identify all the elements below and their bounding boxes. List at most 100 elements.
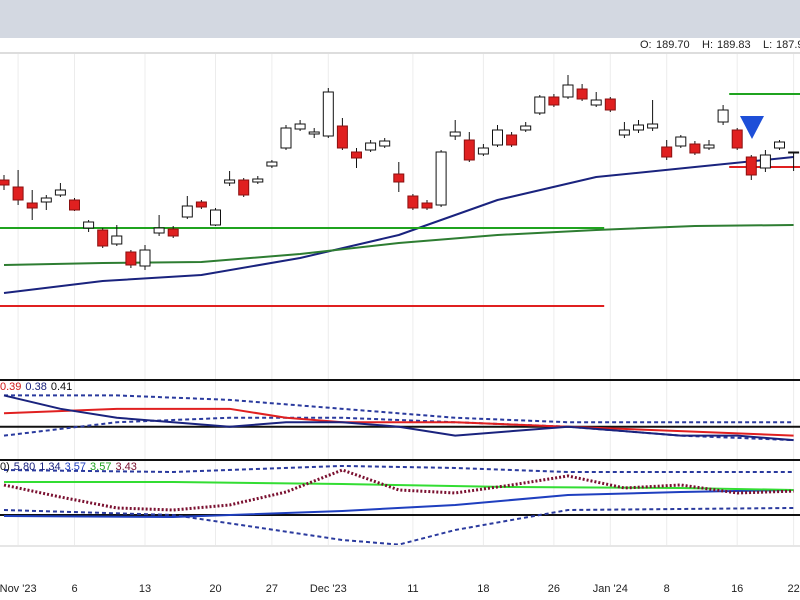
candle-body [195, 201, 207, 208]
x-tick-label: 27 [266, 583, 278, 595]
candle-body [576, 88, 588, 100]
high-value: 189.83 [717, 39, 751, 51]
candle-body [435, 151, 447, 206]
candle-body [210, 209, 221, 226]
x-tick-label: 18 [477, 583, 489, 595]
candle-body [69, 199, 80, 211]
candle-body [365, 142, 377, 151]
legend-value: 0.38 [25, 381, 46, 393]
low-value: 187.9 [776, 39, 800, 51]
candle-body [689, 143, 701, 154]
top-bar [0, 0, 800, 38]
candle-body [224, 179, 236, 184]
x-tick-label: 22 [787, 583, 799, 595]
candle-body [604, 98, 616, 111]
x-tick-label: Nov '23 [0, 583, 37, 595]
x-tick-label: 11 [407, 583, 418, 595]
candle-body [534, 96, 546, 114]
candle-body [661, 146, 673, 158]
moving-average [3, 156, 794, 294]
legend-value: 3.57 [90, 461, 111, 473]
ohlc-header: O: 189.70 H: 189.83 L: 187.9 [640, 39, 800, 51]
candle-body [111, 235, 123, 245]
candle-body [266, 161, 278, 167]
candle-body [407, 195, 419, 209]
candle-body [393, 173, 405, 183]
candle-body [12, 186, 24, 201]
indicator-panel [0, 394, 800, 442]
x-tick-label: 20 [209, 583, 221, 595]
legend-value: 3.43 [115, 461, 136, 473]
candle-body [280, 127, 292, 149]
candle-body [238, 179, 250, 196]
candle-body [379, 140, 391, 147]
candle-body [477, 147, 489, 155]
candle-body [506, 134, 518, 146]
candle-body [788, 151, 800, 154]
candle-body [351, 151, 362, 159]
candle-body [745, 156, 757, 176]
candle-body [759, 154, 771, 169]
indicator-line [3, 407, 794, 437]
open-value: 189.70 [656, 39, 690, 51]
candle-body [520, 125, 532, 131]
indicator-line [4, 394, 794, 424]
candle-body [774, 141, 785, 149]
x-tick-label: Jan '24 [593, 583, 628, 595]
candle-body [731, 129, 743, 149]
legend-value: 5.80 [14, 461, 35, 473]
candle-body [97, 229, 109, 247]
candle-body [449, 131, 461, 137]
indicator-line [3, 394, 794, 442]
candle-body [618, 129, 630, 136]
indicator-line [3, 488, 794, 519]
x-tick-label: 13 [139, 583, 151, 595]
indicator-panel [0, 464, 800, 545]
candle-body [421, 202, 433, 209]
candle-body [125, 251, 137, 266]
legend-value: 3.57 [65, 461, 86, 473]
candle-body [590, 99, 602, 106]
candle-body [153, 227, 165, 234]
candle-body [83, 221, 95, 229]
indicator-line [3, 468, 794, 512]
candle-body [167, 228, 179, 237]
candle-body [647, 123, 659, 129]
candle-body [252, 178, 264, 183]
x-axis: Nov '23 6 13 20 27 Dec '23 11 18 26 Jan '24 8 16 22 [0, 583, 800, 595]
legend-value: 0.41 [51, 381, 72, 393]
legend: 0.39 0.38 0.41 [0, 381, 72, 393]
candle-body [322, 91, 334, 137]
candle-body [548, 96, 560, 106]
legend-value: 0.39 [0, 381, 21, 393]
indicator-line [4, 481, 794, 491]
candle-body [463, 139, 475, 161]
candle-body [562, 84, 574, 98]
candle-body [54, 189, 66, 196]
indicator-line [3, 506, 794, 545]
price-panel [0, 75, 800, 307]
open-label: O: [640, 39, 652, 51]
candle-body [492, 129, 503, 146]
legend-value: 0) [0, 461, 10, 473]
x-tick-label: 6 [71, 583, 77, 595]
x-tick-label: 16 [731, 583, 743, 595]
candle-body [0, 179, 10, 186]
candle-body [308, 131, 320, 135]
grid [17, 54, 795, 545]
candle-body [181, 205, 193, 218]
legend-value: 1.34 [39, 461, 60, 473]
candle-body [294, 123, 306, 130]
candle-body [675, 136, 687, 147]
candle-body [139, 249, 151, 267]
x-tick-label: 26 [548, 583, 560, 595]
candle-body [40, 197, 52, 203]
legends: 0.39 0.38 0.41 0) 5.80 1.34 3.57 3.57 3.43 [0, 381, 137, 473]
candle-body [717, 109, 729, 123]
candle-body [26, 202, 38, 209]
signal-marker [740, 116, 764, 139]
candle-body [336, 125, 348, 149]
candle-body [633, 124, 644, 131]
